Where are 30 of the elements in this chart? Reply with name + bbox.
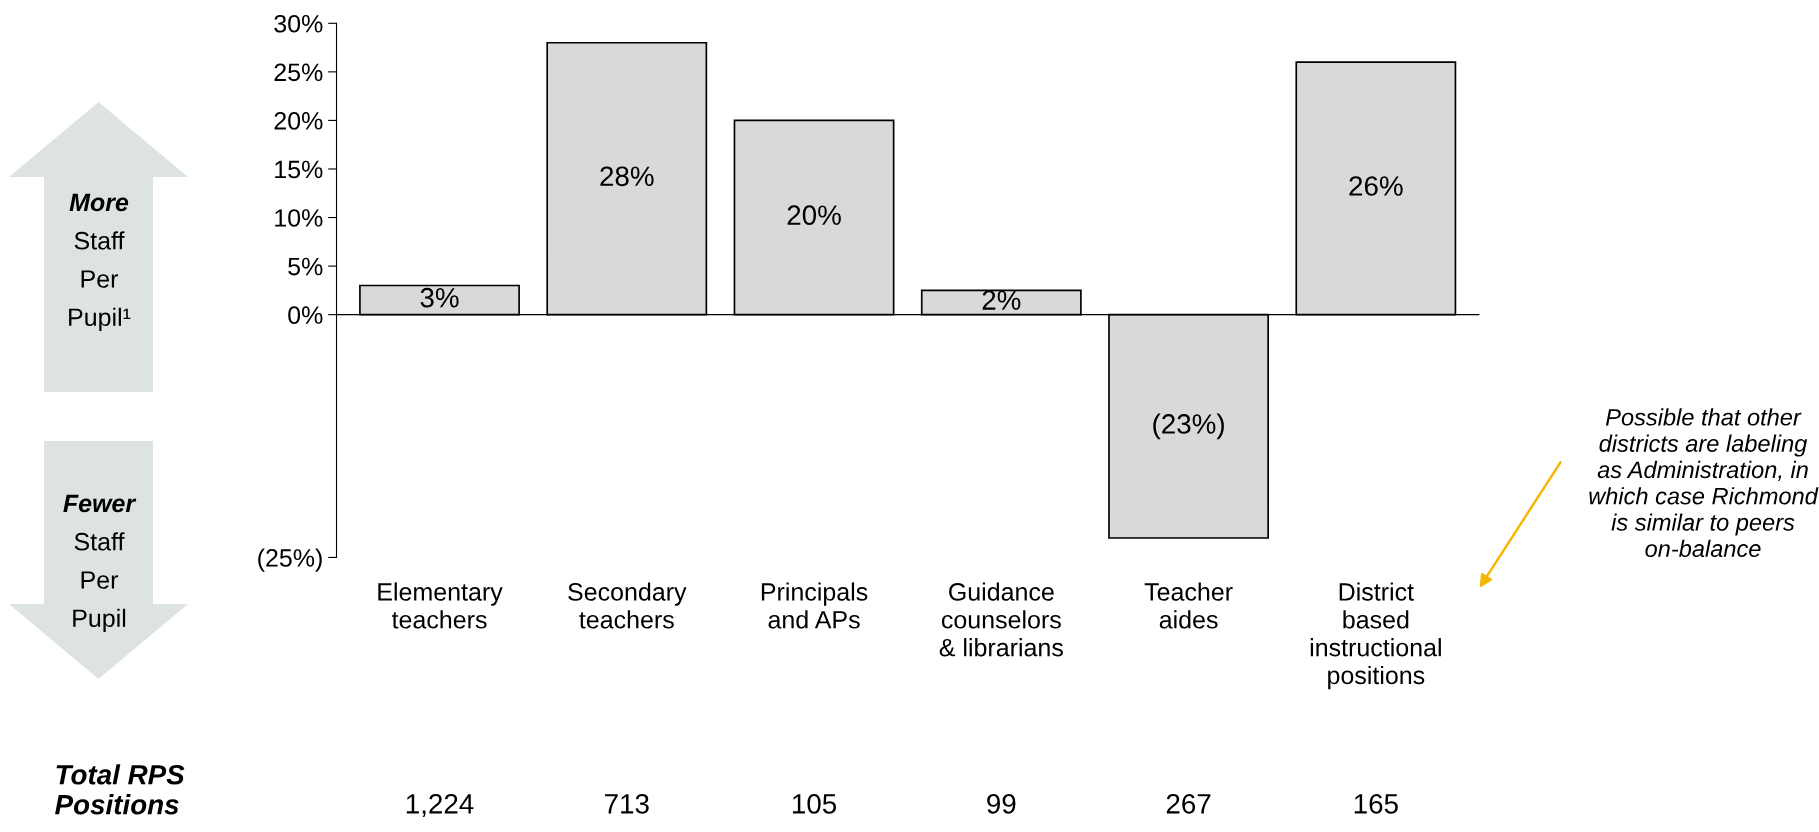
data-label: 3% [420, 287, 459, 308]
data-label: 28% [600, 166, 654, 187]
text: 105 [792, 793, 837, 814]
y-tick-label: 15% [275, 160, 323, 179]
y-tick-label: 5% [288, 257, 323, 276]
text: More Staff Per Pupil¹ [69, 193, 131, 332]
y-tick-label: 25% [274, 63, 323, 82]
data-label: 26% [1349, 176, 1403, 196]
text: 267 [1166, 793, 1211, 814]
x-tick-label: Elementary teachers [378, 582, 503, 629]
text: 1,224 [406, 793, 474, 817]
x-tick-label: Guidance counselors & librarians [939, 582, 1063, 657]
y-tick-label: 30% [274, 14, 323, 33]
data-label: 20% [787, 205, 841, 225]
y-tick-label: (25%) [258, 548, 322, 572]
data-label: 2% [982, 290, 1021, 310]
text: Possible that other districts are labeling as Administration, in which case Richmond is similar to peers on-balance [1589, 408, 1819, 558]
y-tick-label: 0% [288, 306, 323, 324]
y-tick-label: 20% [274, 112, 323, 130]
x-tick-label: Teacher aides [1144, 582, 1233, 629]
x-tick-label: Principals and APs [761, 582, 868, 629]
y-tick-label: 10% [275, 209, 323, 227]
x-tick-label: Secondary teachers [568, 582, 687, 629]
text: Fewer Staff Per Pupil [63, 494, 137, 633]
x-tick-label: District based instructional positions [1310, 582, 1441, 690]
data-label: (23%) [1153, 413, 1224, 440]
text: 713 [605, 793, 649, 814]
text: 165 [1354, 793, 1398, 814]
text: 99 [987, 793, 1016, 814]
text: Total RPS Positions [55, 764, 185, 815]
